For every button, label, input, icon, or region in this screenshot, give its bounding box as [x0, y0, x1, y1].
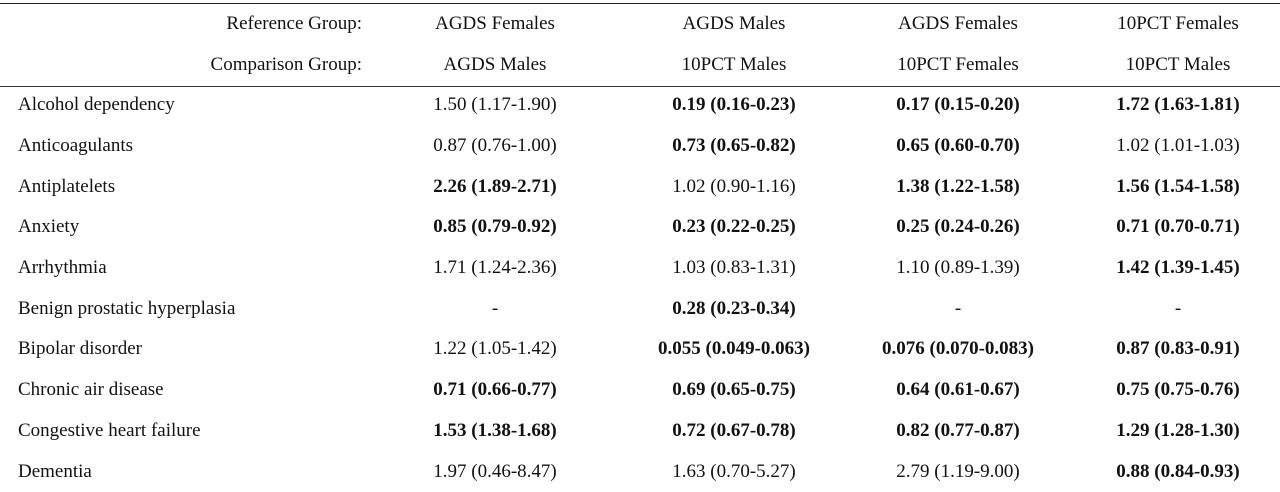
table-cell: 1.97 (0.46-8.47) — [433, 460, 557, 482]
reference-group-col-3: AGDS Females — [898, 13, 1018, 34]
row-label: Bipolar disorder — [18, 338, 143, 360]
row-label: Alcohol dependency — [18, 94, 175, 116]
row-label: Anxiety — [18, 216, 80, 238]
table-cell: 1.53 (1.38-1.68) — [433, 419, 557, 441]
row-label: Dementia — [18, 460, 92, 482]
table-cell: 0.25 (0.24-0.26) — [896, 216, 1020, 238]
table-row: Arrhythmia 1.71 (1.24-2.36) 1.03 (0.83-1… — [0, 248, 1280, 289]
table-cell: 0.87 (0.83-0.91) — [1116, 338, 1240, 360]
table-top-rule — [0, 3, 1280, 4]
table-cell: 0.23 (0.22-0.25) — [672, 216, 796, 238]
comparison-group-col-4: 10PCT Males — [1125, 53, 1231, 75]
reference-group-col-2: AGDS Males — [682, 13, 786, 34]
table-cell: 1.02 (1.01-1.03) — [1116, 135, 1240, 157]
table-cell: 0.82 (0.77-0.87) — [896, 419, 1020, 441]
table-cell: 0.71 (0.66-0.77) — [433, 379, 557, 401]
table-cell: 0.85 (0.79-0.92) — [433, 216, 557, 238]
table-cell: 1.71 (1.24-2.36) — [433, 257, 557, 279]
table-cell: 0.87 (0.76-1.00) — [433, 135, 557, 157]
table-cell: 0.72 (0.67-0.78) — [672, 419, 796, 441]
table-row: Anxiety 0.85 (0.79-0.92) 0.23 (0.22-0.25… — [0, 207, 1280, 248]
comparison-group-col-3: 10PCT Females — [897, 53, 1019, 75]
row-label: Arrhythmia — [18, 257, 107, 279]
table-cell: 0.055 (0.049-0.063) — [658, 338, 810, 360]
comparison-group-row: Comparison Group: AGDS Males 10PCT Males… — [0, 44, 1280, 85]
table-row: Anticoagulants 0.87 (0.76-1.00) 0.73 (0.… — [0, 126, 1280, 167]
reference-group-col-4: 10PCT Females — [1117, 13, 1239, 34]
table-cell: 1.38 (1.22-1.58) — [896, 175, 1020, 197]
table-cell: 1.29 (1.28-1.30) — [1116, 419, 1240, 441]
table-cell: 0.73 (0.65-0.82) — [672, 135, 796, 157]
table-row: Chronic air disease 0.71 (0.66-0.77) 0.6… — [0, 370, 1280, 411]
table-cell: 0.28 (0.23-0.34) — [672, 297, 796, 319]
table-row: Bipolar disorder 1.22 (1.05-1.42) 0.055 … — [0, 329, 1280, 370]
table-cell: 1.50 (1.17-1.90) — [433, 94, 557, 116]
table-cell: 1.63 (0.70-5.27) — [672, 460, 796, 482]
row-label: Chronic air disease — [18, 379, 164, 401]
table-cell: 0.65 (0.60-0.70) — [896, 135, 1020, 157]
reference-group-label: Reference Group: — [226, 13, 362, 34]
table-row: Dementia 1.97 (0.46-8.47) 1.63 (0.70-5.2… — [0, 451, 1280, 492]
table-row: Benign prostatic hyperplasia - 0.28 (0.2… — [0, 288, 1280, 329]
table-cell: 0.88 (0.84-0.93) — [1116, 460, 1240, 482]
table-cell: - — [491, 297, 499, 319]
table-cell: 1.72 (1.63-1.81) — [1116, 94, 1240, 116]
reference-group-row: Reference Group: AGDS Females AGDS Males… — [0, 4, 1280, 44]
row-label: Anticoagulants — [18, 135, 134, 157]
table-row: Alcohol dependency 1.50 (1.17-1.90) 0.19… — [0, 85, 1280, 126]
header-bottom-rule — [0, 86, 1280, 87]
table-cell: 0.076 (0.070-0.083) — [882, 338, 1034, 360]
table-cell: - — [954, 297, 962, 319]
table-cell: 1.22 (1.05-1.42) — [433, 338, 557, 360]
comparison-group-col-2: 10PCT Males — [681, 53, 787, 75]
table-cell: 1.42 (1.39-1.45) — [1116, 257, 1240, 279]
row-label: Antiplatelets — [18, 175, 116, 197]
table-cell: 0.17 (0.15-0.20) — [896, 94, 1020, 116]
comparison-group-col-1: AGDS Males — [443, 53, 547, 75]
odds-ratio-table: Reference Group: AGDS Females AGDS Males… — [0, 4, 1280, 492]
table-cell: 0.71 (0.70-0.71) — [1116, 216, 1240, 238]
table-cell: 1.56 (1.54-1.58) — [1116, 175, 1240, 197]
table-cell: 2.26 (1.89-2.71) — [433, 175, 557, 197]
table-cell: - — [1174, 297, 1182, 319]
table-cell: 0.75 (0.75-0.76) — [1116, 379, 1240, 401]
table-cell: 1.03 (0.83-1.31) — [672, 257, 796, 279]
row-label: Congestive heart failure — [18, 419, 201, 441]
table-cell: 1.02 (0.90-1.16) — [672, 175, 796, 197]
table-cell: 1.10 (0.89-1.39) — [896, 257, 1020, 279]
table-cell: 0.69 (0.65-0.75) — [672, 379, 796, 401]
reference-group-col-1: AGDS Females — [435, 13, 555, 34]
table-cell: 2.79 (1.19-9.00) — [896, 460, 1020, 482]
comparison-group-label: Comparison Group: — [210, 53, 362, 75]
table-row: Antiplatelets 2.26 (1.89-2.71) 1.02 (0.9… — [0, 166, 1280, 207]
table-cell: 0.19 (0.16-0.23) — [672, 94, 796, 116]
row-label: Benign prostatic hyperplasia — [18, 297, 236, 319]
table-row: Congestive heart failure 1.53 (1.38-1.68… — [0, 411, 1280, 452]
table-cell: 0.64 (0.61-0.67) — [896, 379, 1020, 401]
